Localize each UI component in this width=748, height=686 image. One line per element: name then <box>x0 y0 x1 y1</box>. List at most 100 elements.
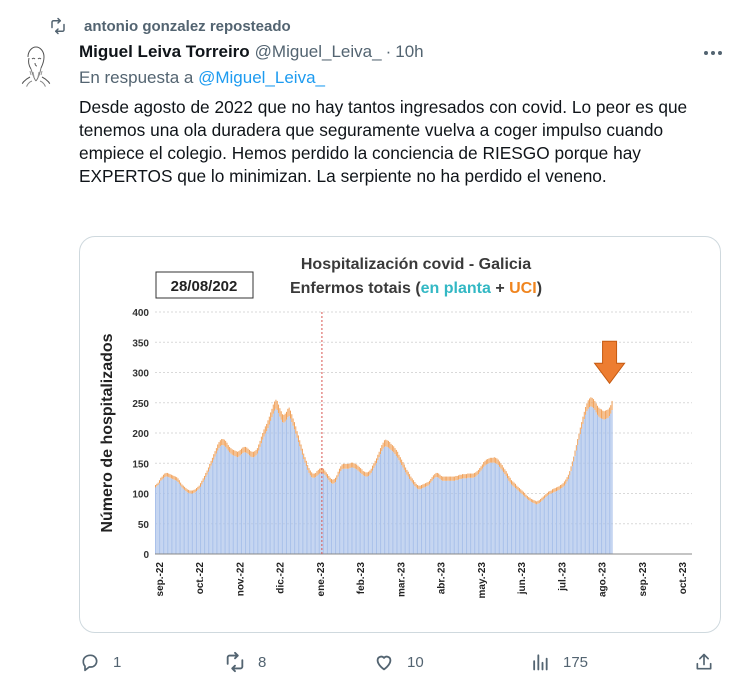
bar-uci <box>366 472 368 477</box>
bar-planta <box>414 486 416 554</box>
y-tick-label: 400 <box>132 308 149 319</box>
bar-uci <box>462 474 464 479</box>
bar-planta <box>348 468 350 554</box>
tweet-time[interactable]: 10h <box>395 42 424 61</box>
subtitle-prefix: Enfermos totais ( <box>290 280 421 297</box>
x-tick-label: oct.-22 <box>195 562 206 595</box>
bar-uci <box>587 400 589 409</box>
bar-uci <box>266 423 268 432</box>
bar-planta <box>308 472 310 554</box>
bar-uci <box>263 429 265 437</box>
bar-planta <box>241 454 243 554</box>
bar-planta <box>389 448 391 554</box>
bar-uci <box>275 399 277 409</box>
bar-uci <box>190 490 192 494</box>
bar-planta <box>242 452 244 554</box>
bar-uci <box>558 486 560 490</box>
repost-text[interactable]: antonio gonzalez reposteado <box>84 17 291 35</box>
bar-planta <box>451 480 453 554</box>
bar-planta <box>156 486 158 554</box>
bar-uci <box>443 476 445 481</box>
bar-uci <box>409 474 411 479</box>
tweet-media-chart[interactable]: Hospitalización covid - Galicia Enfermos… <box>79 236 721 633</box>
bar-planta <box>211 462 213 554</box>
bar-planta <box>570 471 572 554</box>
y-tick-label: 250 <box>132 399 149 410</box>
bar-uci <box>282 414 284 423</box>
bar-uci <box>292 418 294 426</box>
bar-uci <box>193 489 195 493</box>
bar-uci <box>534 500 536 504</box>
bar-planta <box>317 474 319 554</box>
bar-uci <box>479 468 481 473</box>
bar-planta <box>397 457 399 554</box>
bar-uci <box>464 474 466 479</box>
bar-uci <box>372 465 374 471</box>
bar-planta <box>401 465 403 554</box>
bar-uci <box>518 488 520 492</box>
bar-planta <box>182 488 184 554</box>
share-action[interactable] <box>693 650 715 674</box>
bar-uci <box>271 408 273 418</box>
bar-uci <box>420 485 422 489</box>
bar-uci <box>537 500 539 504</box>
bar-uci <box>520 489 522 493</box>
bar-uci <box>293 422 295 430</box>
bar-uci <box>386 440 388 447</box>
bar-uci <box>501 465 503 471</box>
avatar[interactable] <box>14 41 58 89</box>
bar-planta <box>439 478 441 554</box>
bar-uci <box>205 472 207 478</box>
bar-uci <box>374 460 376 466</box>
bar-planta <box>428 484 430 554</box>
bar-planta <box>544 498 546 554</box>
author-name[interactable]: Miguel Leiva Torreiro <box>79 42 250 61</box>
bar-uci <box>550 490 552 494</box>
bar-uci <box>496 458 498 464</box>
bar-planta <box>312 477 314 554</box>
bar-uci <box>255 449 257 456</box>
repost-action[interactable]: 8 <box>224 650 266 674</box>
subtitle-plus: + <box>491 280 509 297</box>
bar-uci <box>391 445 393 452</box>
reply-action[interactable]: 1 <box>79 650 121 674</box>
bar-uci <box>432 475 434 479</box>
bar-uci <box>410 476 412 481</box>
bar-uci <box>196 488 198 492</box>
bar-planta <box>530 501 532 554</box>
views-action[interactable]: 175 <box>529 650 588 674</box>
bar-planta <box>434 477 436 554</box>
bar-planta <box>597 414 599 554</box>
bar-uci <box>218 442 220 449</box>
bar-uci <box>357 465 359 471</box>
reply-icon <box>79 651 101 673</box>
bar-uci <box>430 478 432 483</box>
bar-uci <box>524 492 526 497</box>
bar-uci <box>262 433 264 440</box>
plot-area: 0 50 100 150 200 250 300 350 400 sep.-22 oct.-22 no… <box>132 308 692 599</box>
bar-uci <box>227 445 229 451</box>
bar-planta <box>447 480 449 554</box>
bar-planta <box>205 477 207 554</box>
bar-planta <box>246 452 248 554</box>
more-options-icon[interactable] <box>700 41 726 65</box>
bar-uci <box>413 480 415 485</box>
bar-planta <box>497 465 499 554</box>
bar-planta <box>286 419 288 554</box>
bar-planta <box>567 478 569 554</box>
bar-uci <box>268 416 270 425</box>
bar-uci <box>338 468 340 474</box>
author-handle[interactable]: @Miguel_Leiva_ <box>254 42 382 61</box>
bar-uci <box>197 486 199 490</box>
bar-planta <box>520 492 522 554</box>
bar-planta <box>202 482 204 554</box>
bar-planta <box>225 446 227 554</box>
bar-uci <box>565 479 567 484</box>
reply-target-link[interactable]: @Miguel_Leiva_ <box>198 68 325 87</box>
like-action[interactable]: 10 <box>373 650 424 674</box>
bar-uci <box>181 484 183 488</box>
bar-planta <box>518 491 520 554</box>
bar-uci <box>600 409 602 419</box>
bar-uci <box>574 450 576 456</box>
chart-svg: Hospitalización covid - Galicia Enfermos… <box>99 256 692 599</box>
